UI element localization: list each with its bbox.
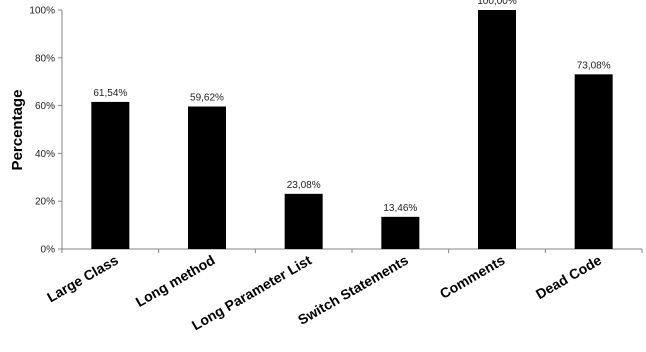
y-tick-label: 60% (35, 101, 55, 112)
bar (574, 74, 613, 249)
x-tick-label: Long method (133, 252, 218, 310)
data-label: 73,08% (577, 60, 611, 71)
axes: 0% 20% 40% 60% 80% 100% (29, 6, 643, 256)
x-tick-label: Comments (437, 252, 508, 302)
data-label: 59,62% (190, 93, 224, 104)
bar (478, 10, 516, 249)
bar (91, 101, 130, 249)
x-tick-label: Large Class (44, 252, 121, 306)
y-tick-label: 20% (35, 197, 55, 208)
bar (284, 193, 323, 249)
y-axis-title: Percentage (9, 90, 26, 171)
x-tick-label: Dead Code (533, 252, 605, 303)
data-label: 100,00% (477, 0, 517, 7)
bar (188, 106, 226, 249)
y-tick-label: 100% (29, 6, 55, 17)
bars (91, 10, 613, 249)
y-tick-label: 40% (35, 149, 55, 160)
data-label: 61,54% (93, 88, 127, 99)
bar (381, 216, 420, 249)
y-tick-label: 80% (35, 53, 55, 64)
data-label: 13,46% (383, 203, 417, 214)
data-label: 23,08% (287, 180, 321, 191)
y-tick-label: 0% (41, 245, 56, 256)
